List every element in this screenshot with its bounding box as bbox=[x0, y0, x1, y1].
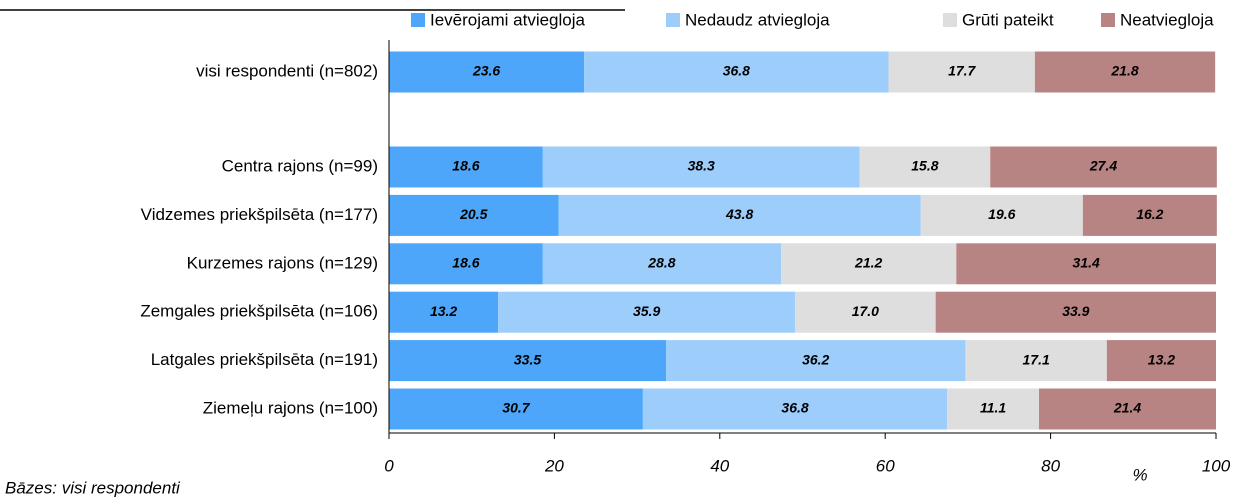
bar-segment bbox=[888, 51, 1035, 93]
data-label: 21.4 bbox=[1113, 400, 1141, 416]
bar-segment bbox=[389, 291, 499, 333]
data-label: 36.8 bbox=[723, 63, 750, 79]
data-label: 36.2 bbox=[802, 351, 829, 367]
data-label: 11.1 bbox=[980, 400, 1006, 416]
bar-segment bbox=[389, 388, 643, 430]
data-label: 30.7 bbox=[502, 400, 530, 416]
bar-segment bbox=[1034, 51, 1216, 93]
bar-segment bbox=[389, 146, 543, 188]
legend-label: Neatviegloja bbox=[1120, 10, 1214, 29]
bar-segment bbox=[935, 291, 1216, 333]
x-tick-label: 40 bbox=[710, 456, 729, 475]
bar-segment bbox=[666, 340, 966, 382]
bar-segment bbox=[1039, 388, 1216, 430]
category-label: Kurzemes rajons (n=129) bbox=[187, 253, 378, 272]
bar-segment bbox=[1106, 340, 1216, 382]
data-label: 33.9 bbox=[1062, 303, 1089, 319]
data-label: 13.2 bbox=[1148, 351, 1175, 367]
data-label: 17.1 bbox=[1023, 351, 1050, 367]
bar-segment bbox=[498, 291, 796, 333]
x-tick-label: 60 bbox=[876, 456, 895, 475]
data-label: 13.2 bbox=[430, 303, 457, 319]
legend-label: Nedaudz atviegloja bbox=[685, 10, 830, 29]
data-label: 15.8 bbox=[911, 158, 938, 174]
legend-swatch bbox=[411, 13, 425, 27]
category-label: Latgales priekšpilsēta (n=191) bbox=[151, 350, 378, 369]
data-label: 20.5 bbox=[459, 206, 487, 222]
bar-segment bbox=[780, 243, 957, 285]
bar-segment bbox=[389, 51, 585, 93]
legend-label: Ievērojami atviegloja bbox=[430, 10, 586, 29]
x-tick-label: 20 bbox=[544, 456, 564, 475]
data-label: 23.6 bbox=[472, 63, 500, 79]
bar-segment bbox=[558, 194, 921, 236]
data-label: 18.6 bbox=[452, 158, 479, 174]
data-label: 17.7 bbox=[948, 63, 976, 79]
bar-segment bbox=[389, 243, 543, 285]
bar-segment bbox=[542, 243, 781, 285]
legend-label: Grūti pateikt bbox=[962, 10, 1054, 29]
data-label: 16.2 bbox=[1136, 206, 1163, 222]
data-label: 18.6 bbox=[452, 255, 479, 271]
bar-segment bbox=[642, 388, 948, 430]
data-label: 21.8 bbox=[1110, 63, 1138, 79]
bar-segment bbox=[859, 146, 991, 188]
bar-segment bbox=[965, 340, 1107, 382]
bar-segment bbox=[584, 51, 889, 93]
data-label: 28.8 bbox=[647, 255, 675, 271]
bar-segment bbox=[795, 291, 936, 333]
legend-swatch bbox=[666, 13, 680, 27]
data-label: 43.8 bbox=[725, 206, 753, 222]
data-label: 36.8 bbox=[781, 400, 808, 416]
bar-segment bbox=[542, 146, 860, 188]
data-label: 19.6 bbox=[988, 206, 1015, 222]
data-label: 38.3 bbox=[688, 158, 715, 174]
data-label: 17.0 bbox=[852, 303, 879, 319]
x-tick-label: 100 bbox=[1202, 456, 1231, 475]
x-tick-label: 0 bbox=[384, 456, 394, 475]
category-label: Ziemeļu rajons (n=100) bbox=[203, 398, 378, 417]
bar-segment bbox=[389, 340, 667, 382]
data-label: 31.4 bbox=[1073, 255, 1100, 271]
category-label: visi respondenti (n=802) bbox=[196, 61, 378, 80]
data-label: 27.4 bbox=[1089, 158, 1117, 174]
data-label: 35.9 bbox=[633, 303, 660, 319]
category-label: Vidzemes priekšpilsēta (n=177) bbox=[141, 205, 378, 224]
bar-segment bbox=[1082, 194, 1217, 236]
footnote: Bāzes: visi respondenti bbox=[5, 478, 181, 497]
x-axis-label: % bbox=[1132, 465, 1147, 484]
category-label: Zemgales priekšpilsēta (n=106) bbox=[140, 302, 378, 321]
data-label: 33.5 bbox=[514, 351, 541, 367]
category-label: Centra rajons (n=99) bbox=[222, 156, 378, 175]
x-tick-label: 80 bbox=[1041, 456, 1060, 475]
data-label: 21.2 bbox=[854, 255, 882, 271]
bar-segment bbox=[947, 388, 1040, 430]
bar-segment bbox=[920, 194, 1083, 236]
legend-swatch bbox=[1101, 13, 1115, 27]
bar-segment bbox=[389, 194, 559, 236]
legend-swatch bbox=[943, 13, 957, 27]
bar-segment bbox=[990, 146, 1217, 188]
bar-segment bbox=[956, 243, 1216, 285]
